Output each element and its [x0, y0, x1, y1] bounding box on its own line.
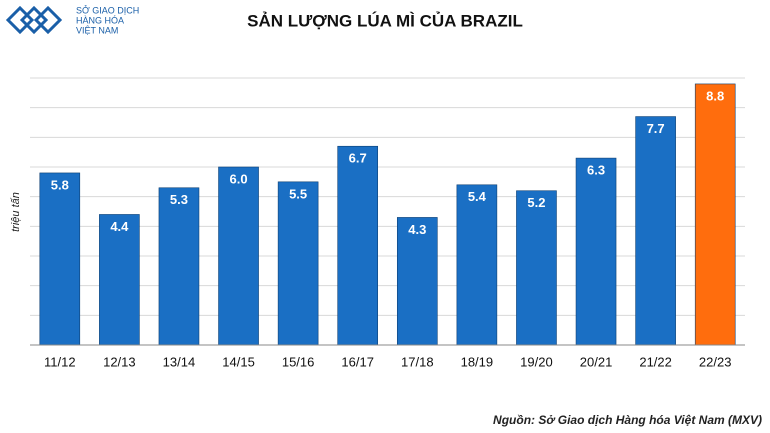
- value-label: 4.4: [110, 219, 129, 234]
- bar: [277, 181, 319, 346]
- value-label: 6.3: [587, 163, 605, 178]
- value-label: 5.5: [289, 186, 307, 201]
- bar: [396, 217, 438, 346]
- bar: [39, 172, 81, 346]
- x-tick-label: 19/20: [520, 354, 553, 369]
- x-tick-label: 16/17: [341, 354, 374, 369]
- x-tick-label: 20/21: [580, 354, 613, 369]
- bar: [218, 166, 259, 346]
- value-label: 5.2: [527, 195, 545, 210]
- x-tick-label: 18/19: [461, 354, 494, 369]
- x-tick-label: 21/22: [639, 354, 672, 369]
- value-label: 8.8: [706, 88, 724, 103]
- chart-title: SẢN LƯỢNG LÚA MÌ CỦA BRAZIL: [247, 11, 523, 30]
- logo-text: HÀNG HÓA: [76, 15, 124, 25]
- logo: [5, 5, 63, 35]
- value-label: 6.0: [230, 171, 248, 186]
- x-tick-label: 14/15: [222, 354, 255, 369]
- bar: [516, 190, 557, 346]
- logo-text: SỞ GIAO DỊCH: [76, 4, 139, 15]
- logo-text: VIỆT NAM: [76, 25, 118, 35]
- value-label: 4.3: [408, 222, 426, 237]
- value-label: 5.3: [170, 192, 188, 207]
- logo-diamond: [5, 5, 35, 35]
- x-tick-label: 13/14: [163, 354, 196, 369]
- source: Nguồn: Sở Giao dịch Hàng hóa Việt Nam (M…: [493, 413, 762, 427]
- x-tick-label: 15/16: [282, 354, 315, 369]
- bar: [456, 184, 498, 346]
- bar: [575, 157, 617, 346]
- bar: [337, 145, 379, 346]
- bar: [635, 116, 676, 346]
- logo-diamond: [33, 5, 63, 35]
- logo-diamond: [19, 5, 49, 35]
- value-label: 5.8: [51, 177, 69, 192]
- bar: [158, 187, 200, 346]
- bar: [99, 214, 140, 346]
- value-label: 6.7: [349, 151, 367, 166]
- x-tick-label: 22/23: [699, 354, 732, 369]
- y-axis-label: triệu tấn: [10, 192, 22, 232]
- bar: [694, 83, 736, 346]
- x-tick-label: 11/12: [44, 354, 76, 369]
- x-tick-label: 12/13: [103, 354, 136, 369]
- x-tick-label: 17/18: [401, 354, 434, 369]
- value-label: 5.4: [468, 189, 487, 204]
- value-label: 7.7: [647, 121, 665, 136]
